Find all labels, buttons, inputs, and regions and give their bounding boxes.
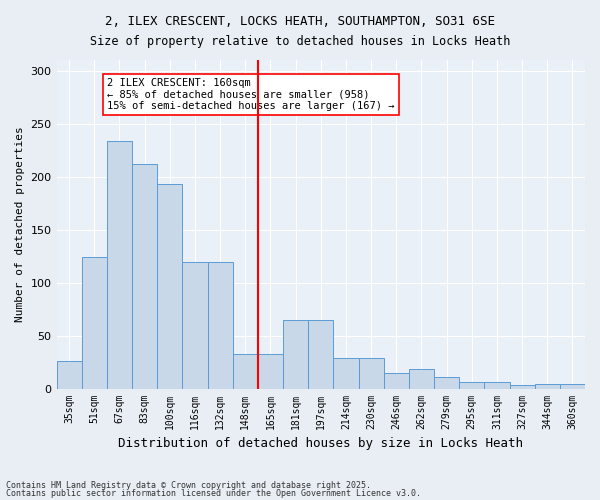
Bar (359, 358, 383, 388)
Text: 2 ILEX CRESCENT: 160sqm
← 85% of detached houses are smaller (958)
15% of semi-d: 2 ILEX CRESCENT: 160sqm ← 85% of detache… (107, 78, 394, 111)
Bar (157, 184, 182, 388)
Bar (334, 358, 359, 388)
Bar (535, 384, 560, 388)
Bar (409, 370, 434, 388)
Text: 2, ILEX CRESCENT, LOCKS HEATH, SOUTHAMPTON, SO31 6SE: 2, ILEX CRESCENT, LOCKS HEATH, SOUTHAMPT… (105, 15, 495, 28)
Bar (459, 382, 484, 388)
Bar (132, 164, 157, 388)
X-axis label: Distribution of detached houses by size in Locks Heath: Distribution of detached houses by size … (118, 437, 523, 450)
Text: Contains HM Land Registry data © Crown copyright and database right 2025.: Contains HM Land Registry data © Crown c… (6, 481, 371, 490)
Bar (56, 361, 82, 388)
Text: Contains public sector information licensed under the Open Government Licence v3: Contains public sector information licen… (6, 488, 421, 498)
Bar (434, 377, 459, 388)
Bar (107, 140, 132, 388)
Y-axis label: Number of detached properties: Number of detached properties (15, 126, 25, 322)
Bar (509, 386, 535, 388)
Bar (283, 320, 308, 388)
Bar (560, 384, 585, 388)
Bar (182, 262, 208, 388)
Bar (258, 354, 283, 388)
Bar (484, 382, 509, 388)
Bar (308, 320, 334, 388)
Bar (383, 372, 409, 388)
Bar (233, 354, 258, 388)
Bar (208, 262, 233, 388)
Text: Size of property relative to detached houses in Locks Heath: Size of property relative to detached ho… (90, 35, 510, 48)
Bar (82, 257, 107, 388)
